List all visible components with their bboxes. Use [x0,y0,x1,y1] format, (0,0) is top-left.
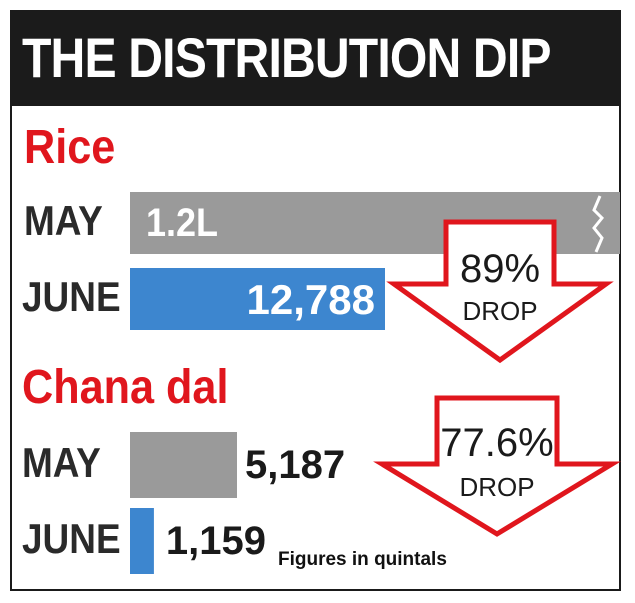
rice-june-bar [130,268,385,330]
chana-dal-drop-percent: 77.6% [440,421,553,465]
chana-dal-may-bar [130,432,237,498]
chana-dal-drop-label: DROP [459,472,534,502]
title-bar: THE DISTRIBUTION DIP [10,10,621,106]
rice-june-data-label: 12,788 [247,276,375,323]
rice-axis-break-mark [592,195,605,253]
chana-dal-may-label: MAY [22,439,101,486]
rice-may-data-label: 1.2L [146,201,218,245]
rice-june-label: JUNE [22,273,121,320]
rice-section-title: Rice [24,121,116,174]
chana-dal-june-data-label: 1,159 [166,519,266,563]
rice-drop-percent: 89% [460,247,540,291]
chana-dal-drop-arrow-icon [373,395,621,537]
rice-may-label: MAY [24,197,103,244]
chana-dal-section-title: Chana dal [22,361,229,414]
chana-dal-june-bar [130,508,154,574]
rice-drop-arrow-icon [386,219,614,364]
rice-drop-label: DROP [462,296,537,326]
chart-title: THE DISTRIBUTION DIP [22,26,551,89]
chana-dal-june-label: JUNE [22,515,121,562]
units-footnote: Figures in quintals [278,549,447,570]
chana-dal-may-data-label: 5,187 [245,443,345,487]
